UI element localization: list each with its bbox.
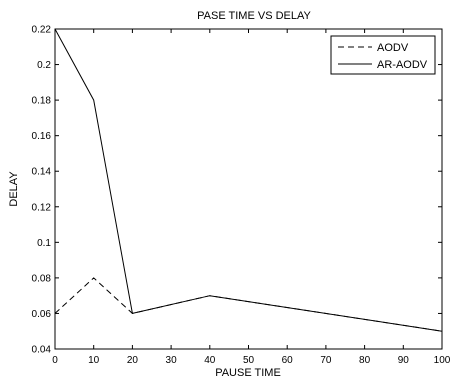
y-tick-label: 0.2 [37, 60, 51, 71]
x-tick-label: 30 [166, 355, 178, 366]
y-tick-label: 0.16 [32, 131, 52, 142]
x-axis-label: PAUSE TIME [215, 367, 281, 379]
y-tick-label: 0.04 [32, 345, 52, 356]
plot-frame [54, 28, 443, 350]
x-tick-label: 100 [434, 355, 451, 366]
plot-series [54, 28, 443, 332]
y-tick-label: 0.1 [37, 238, 51, 249]
y-tick-label: 0.08 [32, 273, 52, 284]
legend-box [330, 35, 436, 75]
y-tick-label: 0.22 [32, 25, 52, 36]
x-tick-label: 90 [398, 355, 410, 366]
legend-label-ar-aodv: AR-AODV [377, 59, 428, 71]
y-tick-label: 0.06 [32, 309, 52, 320]
x-tick-label: 60 [282, 355, 294, 366]
legend-label-aodv: AODV [377, 42, 409, 54]
legend: AODV AR-AODV [330, 35, 436, 75]
x-tick-label: 80 [359, 355, 371, 366]
series-line-aodv [54, 277, 443, 332]
chart-title: PASE TIME VS DELAY [197, 10, 311, 22]
x-tick-label: 50 [243, 355, 255, 366]
series-line-ar-aodv [54, 28, 443, 332]
x-tick-label: 70 [320, 355, 332, 366]
x-axis: 0 10 20 30 40 50 60 70 80 90 100 [52, 29, 451, 366]
y-tick-label: 0.12 [32, 202, 52, 213]
y-axis-label: DELAY [8, 171, 20, 207]
x-tick-label: 10 [88, 355, 100, 366]
x-tick-label: 20 [127, 355, 139, 366]
x-tick-label: 40 [204, 355, 216, 366]
x-tick-label: 0 [52, 355, 58, 366]
y-tick-label: 0.14 [32, 167, 52, 178]
y-tick-label: 0.18 [32, 96, 52, 107]
